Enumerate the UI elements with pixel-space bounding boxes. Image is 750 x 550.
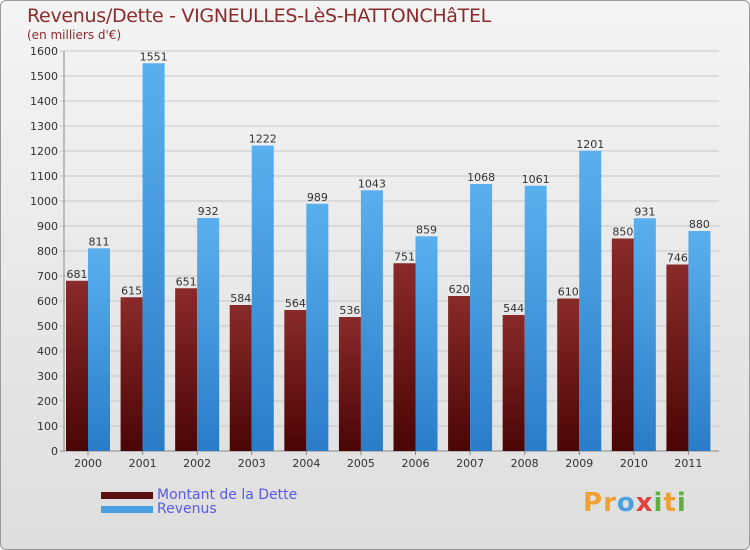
y-tick-label: 0 xyxy=(51,445,58,458)
data-label-dette: 610 xyxy=(558,286,579,299)
x-tick-label: 2010 xyxy=(620,457,648,470)
data-label-revenus: 1201 xyxy=(576,138,604,151)
bar-revenus xyxy=(415,236,438,451)
y-tick-label: 1200 xyxy=(30,145,58,158)
y-tick-label: 1100 xyxy=(30,170,58,183)
x-tick-label: 2005 xyxy=(347,457,375,470)
legend-swatch-revenus xyxy=(101,505,153,513)
bar-dette xyxy=(175,288,198,451)
data-label-dette: 564 xyxy=(285,297,306,310)
y-tick-label: 200 xyxy=(37,395,58,408)
bar-revenus xyxy=(197,218,220,451)
logo-letter: P xyxy=(583,488,604,518)
bar-dette xyxy=(448,296,471,451)
y-tick-label: 400 xyxy=(37,345,58,358)
y-tick-label: 500 xyxy=(37,320,58,333)
y-tick-label: 100 xyxy=(37,420,58,433)
bar-revenus xyxy=(142,63,165,451)
bar-revenus xyxy=(524,185,547,451)
data-label-revenus: 932 xyxy=(198,205,219,218)
bar-dette xyxy=(120,297,143,451)
data-label-dette: 584 xyxy=(230,292,251,305)
legend-item-revenus: Revenus xyxy=(101,501,217,517)
data-label-dette: 751 xyxy=(394,250,415,263)
bar-dette xyxy=(284,310,307,451)
x-tick-label: 2011 xyxy=(674,457,702,470)
logo-letter: t xyxy=(663,488,677,518)
x-tick-label: 2001 xyxy=(129,457,157,470)
data-label-revenus: 1551 xyxy=(140,50,168,63)
proxiti-logo: Proxiti xyxy=(583,488,687,518)
data-label-dette: 536 xyxy=(339,304,360,317)
data-label-dette: 620 xyxy=(449,283,470,296)
data-label-revenus: 1061 xyxy=(522,173,550,186)
data-label-revenus: 880 xyxy=(689,218,710,231)
logo-letter: i xyxy=(676,488,687,518)
chart-title: Revenus/Dette - VIGNEULLES-LèS-HATTONCHâ… xyxy=(27,5,491,27)
bar-dette xyxy=(66,280,88,451)
y-tick-label: 1500 xyxy=(30,70,58,83)
bar-revenus xyxy=(688,231,711,451)
legend-swatch-dette xyxy=(101,491,153,499)
x-tick-label: 2004 xyxy=(292,457,320,470)
x-tick-label: 2007 xyxy=(456,457,484,470)
x-tick-label: 2000 xyxy=(74,457,102,470)
data-label-dette: 544 xyxy=(503,302,524,315)
data-label-dette: 651 xyxy=(176,275,197,288)
data-label-revenus: 1043 xyxy=(358,177,386,190)
bar-dette xyxy=(557,298,580,451)
data-label-dette: 681 xyxy=(67,268,88,281)
data-label-revenus: 1068 xyxy=(467,171,495,184)
data-label-revenus: 811 xyxy=(89,235,110,248)
bar-revenus xyxy=(470,184,493,451)
y-tick-label: 1600 xyxy=(30,45,58,58)
bar-dette xyxy=(393,263,416,451)
data-label-dette: 746 xyxy=(667,252,688,265)
y-tick-label: 800 xyxy=(37,245,58,258)
x-tick-label: 2006 xyxy=(402,457,430,470)
bar-revenus xyxy=(360,190,383,451)
bar-revenus xyxy=(579,150,602,451)
data-label-revenus: 859 xyxy=(416,223,437,236)
legend-label-dette: Montant de la Dette xyxy=(157,487,298,503)
y-tick-label: 900 xyxy=(37,220,58,233)
data-label-revenus: 989 xyxy=(307,191,328,204)
x-tick-label: 2008 xyxy=(511,457,539,470)
x-tick-label: 2003 xyxy=(238,457,266,470)
y-tick-label: 600 xyxy=(37,295,58,308)
y-tick-label: 300 xyxy=(37,370,58,383)
chart-subtitle: (en milliers d'€) xyxy=(27,28,122,42)
y-tick-label: 1000 xyxy=(30,195,58,208)
logo-letter: i xyxy=(653,488,664,518)
bar-dette xyxy=(338,317,361,451)
bar-revenus xyxy=(306,203,329,451)
bar-dette xyxy=(666,264,689,451)
y-tick-label: 1300 xyxy=(30,120,58,133)
data-label-revenus: 1222 xyxy=(249,133,277,146)
bar-revenus xyxy=(88,248,110,451)
bar-dette xyxy=(502,315,525,451)
legend-label-revenus: Revenus xyxy=(157,501,217,517)
bar-revenus xyxy=(633,218,656,451)
y-tick-label: 700 xyxy=(37,270,58,283)
logo-letter: o xyxy=(616,488,636,518)
x-tick-label: 2002 xyxy=(183,457,211,470)
data-label-dette: 850 xyxy=(612,226,633,239)
logo-letter: x xyxy=(635,488,654,518)
bar-revenus xyxy=(251,145,274,451)
legend-item-dette: Montant de la Dette xyxy=(101,487,297,503)
y-tick-label: 1400 xyxy=(30,95,58,108)
bar-dette xyxy=(229,305,252,451)
bar-dette xyxy=(611,238,634,451)
data-label-revenus: 931 xyxy=(634,205,655,218)
x-tick-label: 2009 xyxy=(565,457,593,470)
logo-letter: r xyxy=(603,488,617,518)
data-label-dette: 615 xyxy=(121,284,142,297)
